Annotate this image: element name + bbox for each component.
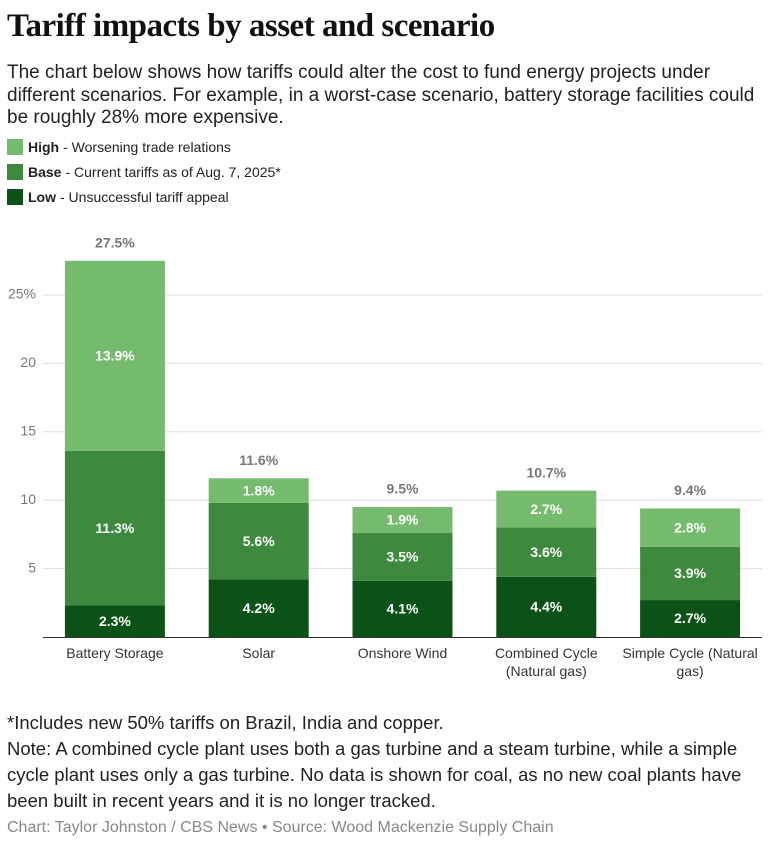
subtitle: The chart below shows how tariffs could … <box>7 62 755 128</box>
value-label: 1.8% <box>243 482 275 498</box>
bar-segment <box>640 508 741 547</box>
bar-segment <box>496 576 597 637</box>
legend-description: - Worsening trade relations <box>63 139 231 155</box>
bar-segment <box>208 579 309 637</box>
bar-segment <box>496 490 597 528</box>
notes: *Includes new 50% tariffs on Brazil, Ind… <box>7 710 765 814</box>
legend-label: Base <box>28 164 62 180</box>
legend-item: Base - Current tariffs as of Aug. 7, 2025… <box>7 164 281 180</box>
bar-segment <box>64 605 165 637</box>
legend-swatch <box>7 189 23 205</box>
value-label: 2.8% <box>674 519 706 535</box>
total-label: 11.6% <box>239 452 278 468</box>
legend-swatch <box>7 139 23 155</box>
x-tick-label: Onshore Wind <box>357 645 448 661</box>
bar-segment <box>64 450 165 606</box>
value-label: 3.9% <box>674 565 706 581</box>
footnote: *Includes new 50% tariffs on Brazil, Ind… <box>7 712 444 733</box>
y-tick-label: 5 <box>28 559 36 575</box>
y-tick-label: 10 <box>20 491 36 507</box>
bar-segment <box>352 507 453 534</box>
bar-segment <box>208 502 309 580</box>
value-label: 13.9% <box>95 348 135 364</box>
bar-segment <box>640 600 741 637</box>
y-tick-label: 25% <box>8 286 36 302</box>
total-label: 10.7% <box>526 464 566 480</box>
value-label: 11.3% <box>95 520 134 536</box>
x-tick-label: Combined Cycle (Natural gas) <box>494 645 598 679</box>
bar-segment <box>352 533 453 581</box>
legend-swatch <box>7 164 23 180</box>
value-label: 4.2% <box>243 600 275 616</box>
bar-segment <box>208 478 309 503</box>
title: Tariff impacts by asset and scenario <box>7 8 495 44</box>
legend-description: - Current tariffs as of Aug. 7, 2025* <box>65 164 281 180</box>
bar-segment <box>352 580 453 637</box>
value-label: 1.9% <box>387 512 419 528</box>
y-tick-label: 15 <box>20 423 36 439</box>
bar-segment <box>496 527 597 577</box>
value-label: 2.7% <box>674 610 706 626</box>
note: Note: A combined cycle plant uses both a… <box>7 738 742 811</box>
legend-label: High <box>28 139 60 155</box>
value-label: 4.1% <box>387 601 419 617</box>
x-tick-label: Solar <box>242 645 276 661</box>
value-label: 5.6% <box>243 533 275 549</box>
value-label: 4.4% <box>530 599 562 615</box>
bar-segment <box>640 546 741 601</box>
y-tick-label: 20 <box>20 354 36 370</box>
x-tick-label: Simple Cycle (Natural gas) <box>622 645 758 679</box>
total-label: 9.5% <box>387 481 419 497</box>
value-label: 2.7% <box>530 501 562 517</box>
legend-description: - Unsuccessful tariff appeal <box>60 189 229 205</box>
x-tick-label: Battery Storage <box>66 645 164 661</box>
total-label: 27.5% <box>95 235 135 251</box>
total-label: 9.4% <box>674 482 706 498</box>
legend-label: Low <box>28 189 56 205</box>
source: Chart: Taylor Johnston / CBS News • Sour… <box>7 819 554 836</box>
legend-item: Low - Unsuccessful tariff appeal <box>7 189 229 205</box>
value-label: 3.6% <box>530 544 562 560</box>
bar-segment <box>64 260 165 451</box>
chart: 5 10 15 20 25% 2.3% 11.3% 13.9% 27.5% 4.2% 5.6% 1.8… <box>8 235 762 638</box>
value-label: 2.3% <box>99 613 131 629</box>
legend-item: High - Worsening trade relations <box>7 139 231 155</box>
value-label: 3.5% <box>387 549 419 565</box>
